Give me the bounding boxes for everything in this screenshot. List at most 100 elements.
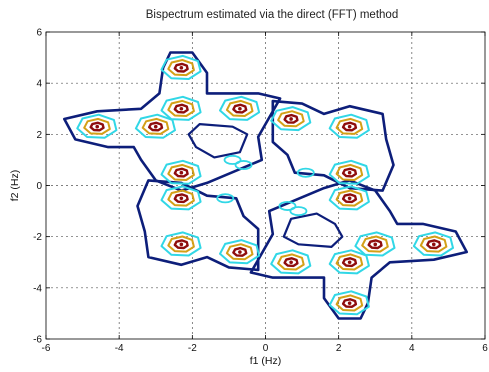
second-level-contour (296, 167, 315, 178)
second-level-contour (412, 231, 454, 257)
second-level-contour (289, 206, 308, 217)
x-tick-label: 6 (482, 343, 488, 354)
inner-contour (341, 167, 358, 178)
inner-contour (89, 121, 105, 132)
peak-marker (289, 260, 293, 265)
second-level-contour (160, 159, 202, 185)
x-tick-label: 0 (263, 343, 269, 354)
inner-contour (426, 239, 442, 250)
peak-marker (179, 242, 184, 247)
x-tick-label: 2 (336, 343, 342, 354)
second-level-contour (270, 249, 312, 275)
inner-contour (283, 113, 299, 124)
x-tick-label: -4 (115, 343, 124, 354)
third-level-contour (167, 189, 195, 207)
x-tick-label: -2 (188, 343, 197, 354)
second-level-contour (219, 239, 261, 265)
peak-marker (153, 124, 158, 129)
peak-marker (238, 250, 242, 254)
peak-marker (179, 66, 184, 70)
second-level-contour (160, 54, 202, 80)
peak-marker (179, 196, 184, 201)
peak-marker (347, 260, 352, 265)
second-level-contour (328, 113, 370, 139)
second-level-contour (160, 231, 202, 257)
third-level-contour (361, 235, 389, 253)
third-level-contour (141, 117, 170, 135)
third-level-contour (167, 59, 195, 77)
inner-contour (341, 298, 358, 308)
peak-marker (95, 124, 100, 129)
peak-marker (347, 124, 352, 129)
third-level-contour (277, 110, 305, 128)
y-tick-label: 4 (36, 79, 42, 90)
second-level-contour (328, 159, 370, 185)
third-level-contour (419, 235, 448, 253)
peak-marker (238, 106, 242, 111)
y-tick-label: -2 (33, 232, 42, 243)
y-tick-label: -6 (33, 335, 42, 346)
third-level-contour (277, 253, 305, 271)
third-level-contour (335, 253, 364, 271)
third-level-contour (335, 117, 364, 135)
third-level-contour (225, 243, 254, 261)
second-level-contour (234, 160, 253, 171)
peak-marker (179, 106, 184, 111)
peak-marker (431, 242, 436, 247)
third-level-contour (335, 189, 364, 207)
outer-contour (282, 212, 344, 248)
inner-contour (173, 239, 189, 250)
inner-contour (232, 246, 248, 257)
second-level-contour (160, 95, 202, 121)
third-level-contour (335, 163, 364, 181)
inner-contour (173, 103, 189, 114)
x-axis-label: f1 (Hz) (250, 355, 282, 367)
third-level-contour (167, 99, 195, 117)
third-level-contour (167, 235, 195, 253)
inner-contour (232, 103, 248, 114)
second-level-contour (76, 113, 118, 139)
chart-title: Bispectrum estimated via the direct (FFT… (146, 9, 398, 21)
second-level-contour (328, 290, 370, 316)
third-level-contour (167, 163, 195, 181)
second-level-contour (216, 193, 235, 204)
peak-marker (347, 196, 352, 201)
x-tick-label: -6 (42, 343, 51, 354)
second-level-contour (278, 200, 297, 211)
second-level-contour (223, 154, 242, 165)
third-level-contour (225, 99, 254, 117)
peak-marker (347, 170, 352, 175)
grid-lines (46, 32, 485, 339)
second-level-contour (270, 106, 312, 132)
peak-marker (347, 301, 352, 305)
inner-contour (283, 257, 299, 268)
second-level-contour (354, 231, 396, 257)
inner-contour (173, 167, 189, 178)
inner-contour (341, 193, 358, 204)
inner-contour (173, 62, 189, 73)
inner-contour (341, 121, 358, 132)
second-level-contour (160, 185, 202, 211)
third-level-contour (83, 117, 111, 135)
y-tick-label: 6 (36, 28, 42, 39)
inner-contour (341, 257, 358, 268)
peak-marker (179, 170, 184, 175)
y-tick-label: -4 (33, 283, 42, 294)
peak-marker (289, 117, 293, 121)
outer-contour (187, 123, 249, 159)
y-tick-label: 2 (36, 130, 42, 141)
second-level-contour (219, 95, 261, 121)
y-tick-label: 0 (36, 181, 42, 192)
outer-contour (136, 179, 260, 272)
contour-plot-area (63, 51, 468, 320)
inner-contour (173, 193, 189, 204)
inner-contour (148, 121, 164, 132)
third-level-contour (335, 294, 364, 312)
second-level-contour (134, 113, 176, 139)
outer-contour (271, 99, 395, 192)
axis-ticks: -6 -4 -2 0 2 4 6 -6 -4 -2 0 2 4 6 (33, 28, 488, 355)
inner-contour (367, 239, 383, 250)
x-tick-label: 4 (409, 343, 415, 354)
y-axis-label: f2 (Hz) (9, 170, 21, 202)
